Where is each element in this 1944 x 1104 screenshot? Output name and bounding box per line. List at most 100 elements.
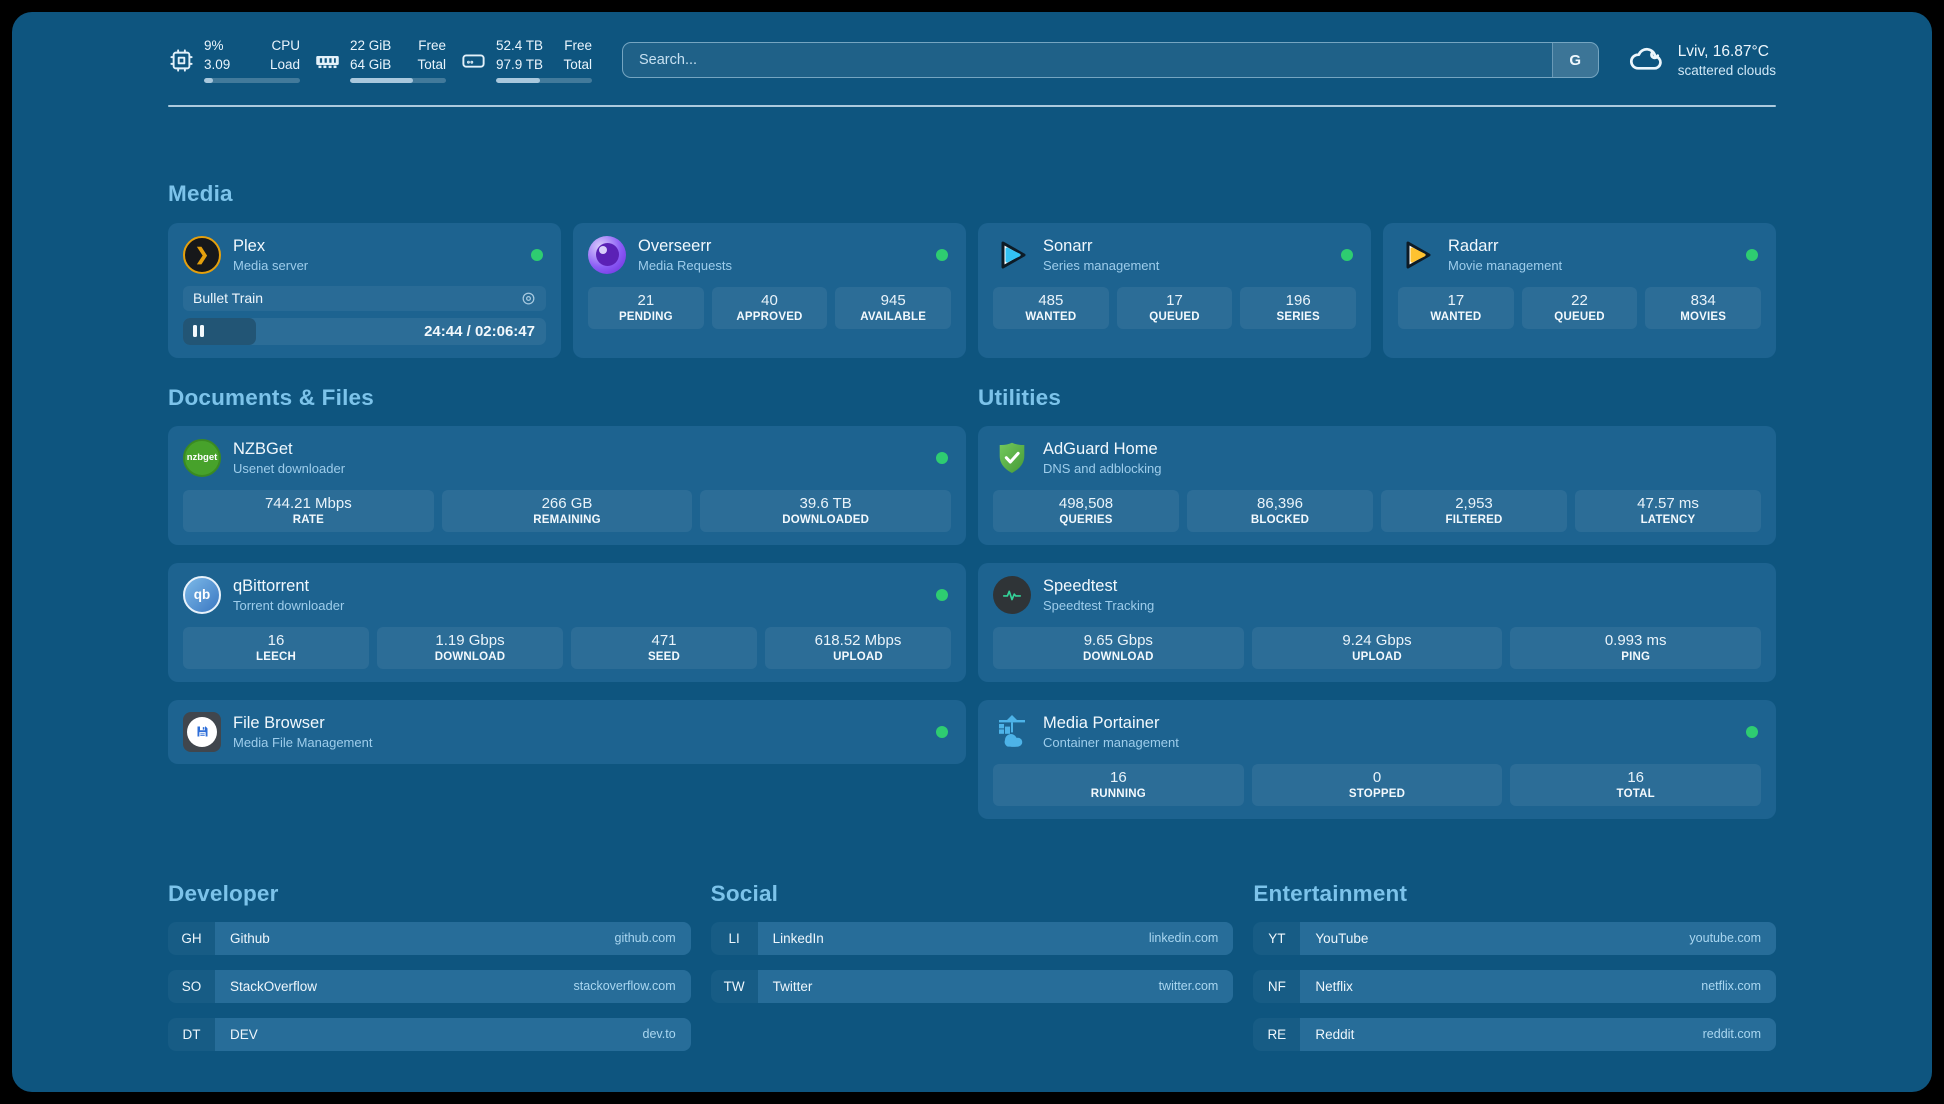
- cpu-progress-fill: [204, 77, 213, 83]
- bookmark-domain: twitter.com: [1158, 979, 1219, 994]
- ram-label-1: Free: [418, 38, 446, 53]
- stat-box: 0.993 ms PING: [1510, 626, 1762, 669]
- stat-box: 16 TOTAL: [1510, 763, 1762, 806]
- bookmark-group-developer: Developer GH Github github.com SO StackOv…: [168, 881, 691, 1051]
- stat-box: 2,953 FILTERED: [1381, 489, 1567, 532]
- service-description: Media server: [233, 257, 309, 273]
- service-description: Container management: [1043, 734, 1179, 750]
- overseerr-card[interactable]: Overseerr Media Requests 21 PENDING 40 APP…: [573, 222, 966, 358]
- section-title-entertainment: Entertainment: [1253, 880, 1408, 906]
- cpu-label-2: Load: [269, 56, 300, 72]
- ram-progress-fill: [350, 77, 414, 83]
- search-provider-button[interactable]: G: [1551, 43, 1598, 78]
- bookmark-group-social: Social LI LinkedIn linkedin.com TW Twitte…: [710, 880, 1234, 1051]
- topbar-divider: [168, 104, 1776, 107]
- ram-free: 22 GiB: [350, 38, 392, 53]
- bookmark-name: LinkedIn: [772, 930, 824, 946]
- stat-box: 744.21 Mbps RATE: [183, 489, 434, 532]
- qbittorrent-card[interactable]: qb qBittorrent Torrent downloader 16 LEEC…: [168, 562, 966, 682]
- bookmark-domain: reddit.com: [1702, 1027, 1761, 1042]
- bookmark-name: YouTube: [1315, 930, 1369, 946]
- disk-icon: [460, 47, 487, 74]
- filebrowser-card[interactable]: File Browser Media File Management: [168, 699, 966, 764]
- weather-widget: Lviv, 16.87°C scattered clouds: [1627, 39, 1776, 82]
- service-description: Torrent downloader: [233, 597, 345, 613]
- bookmark-youtube[interactable]: YT YouTube youtube.com: [1253, 921, 1776, 955]
- sonarr-card[interactable]: Sonarr Series management 485 WANTED 17 QUE…: [978, 222, 1371, 358]
- status-dot: [936, 451, 948, 464]
- speedtest-card[interactable]: Speedtest Speedtest Tracking 9.65 Gbps DO…: [978, 562, 1776, 682]
- nzbget-card[interactable]: nzbget NZBGet Usenet downloader 744.21 M…: [168, 425, 966, 545]
- playback-progress: 24:44 / 02:06:47: [183, 317, 546, 345]
- service-name: AdGuard Home: [1043, 439, 1158, 458]
- section-title-utilities: Utilities: [978, 384, 1062, 410]
- portainer-card[interactable]: Media Portainer Container management 16 R…: [978, 699, 1776, 819]
- stat-box: 834 MOVIES: [1645, 286, 1762, 329]
- search-input[interactable]: [623, 43, 1552, 78]
- bookmark-group-entertainment: Entertainment YT YouTube youtube.com NF N…: [1253, 881, 1776, 1051]
- disk-label-2: Total: [563, 56, 592, 72]
- service-name: Overseerr: [638, 236, 712, 255]
- bookmark-abbr: RE: [1253, 1017, 1301, 1051]
- bookmark-abbr: YT: [1253, 921, 1301, 955]
- service-description: Media Requests: [638, 257, 732, 273]
- disk-progress-bar: [496, 77, 592, 83]
- stat-box: 17 WANTED: [1398, 286, 1514, 329]
- bookmark-name: Netflix: [1315, 978, 1353, 994]
- stat-box: 39.6 TB DOWNLOADED: [700, 489, 952, 532]
- ram-total: 64 GiB: [350, 56, 392, 72]
- ram-icon: [314, 47, 341, 74]
- adguard-card[interactable]: AdGuard Home DNS and adblocking 498,508 Q…: [978, 425, 1776, 545]
- disk-free: 52.4 TB: [496, 38, 544, 53]
- service-name: Sonarr: [1043, 236, 1093, 255]
- bookmark-domain: netflix.com: [1701, 979, 1761, 994]
- stat-box: 498,508 QUERIES: [993, 489, 1179, 532]
- bookmark-domain: dev.to: [642, 1027, 676, 1042]
- status-dot: [936, 725, 948, 738]
- section-utilities: Utilities AdGuard Home DNS and adblockin…: [978, 385, 1776, 819]
- pause-icon: [193, 325, 204, 338]
- bookmark-twitter[interactable]: TW Twitter twitter.com: [710, 969, 1234, 1003]
- ram-label-2: Total: [417, 56, 446, 72]
- section-title-social: Social: [710, 880, 779, 906]
- service-description: DNS and adblocking: [1043, 460, 1162, 476]
- stat-box: 485 WANTED: [993, 286, 1109, 329]
- stat-box: 86,396 BLOCKED: [1187, 489, 1373, 532]
- overseerr-icon: [588, 235, 626, 274]
- service-name: File Browser: [233, 713, 325, 732]
- stat-box: 9.65 Gbps DOWNLOAD: [993, 626, 1244, 669]
- bookmark-reddit[interactable]: RE Reddit reddit.com: [1253, 1017, 1776, 1051]
- stat-box: 16 RUNNING: [993, 763, 1244, 806]
- portainer-icon: [993, 713, 1031, 751]
- bookmark-dev[interactable]: DT DEV dev.to: [168, 1017, 691, 1051]
- stat-box: 9.24 Gbps UPLOAD: [1251, 626, 1503, 669]
- bookmark-netflix[interactable]: NF Netflix netflix.com: [1253, 969, 1776, 1003]
- now-playing-row: Bullet Train: [183, 285, 546, 311]
- stat-box: 618.52 Mbps UPLOAD: [765, 626, 951, 669]
- service-name: Speedtest: [1043, 576, 1118, 595]
- stat-box: 17 QUEUED: [1116, 286, 1233, 329]
- weather-location-temp: Lviv, 16.87°C: [1677, 42, 1769, 60]
- resource-widgets: 9% 3.09 CPU Load: [168, 38, 592, 83]
- radarr-icon: [1398, 236, 1436, 274]
- section-documents: Documents & Files nzbget NZBGet Usenet d…: [168, 385, 966, 764]
- stat-box: 22 QUEUED: [1521, 286, 1638, 329]
- cpu-icon: [168, 47, 195, 74]
- bookmark-name: DEV: [230, 1026, 258, 1042]
- disk-progress-fill: [496, 77, 541, 83]
- stat-box: 196 SERIES: [1240, 286, 1357, 329]
- plex-card[interactable]: ❯ Plex Media server Bullet Train: [168, 222, 561, 358]
- bookmark-abbr: DT: [168, 1017, 215, 1051]
- filebrowser-icon: [183, 711, 221, 752]
- bookmark-stackoverflow[interactable]: SO StackOverflow stackoverflow.com: [168, 969, 691, 1003]
- stat-box: 21 PENDING: [588, 286, 704, 329]
- service-name: qBittorrent: [233, 576, 310, 595]
- topbar: 9% 3.09 CPU Load: [168, 38, 1776, 83]
- status-dot: [1341, 248, 1353, 261]
- bookmark-domain: github.com: [614, 931, 676, 946]
- section-title-documents: Documents & Files: [168, 384, 374, 410]
- bookmark-github[interactable]: GH Github github.com: [168, 921, 691, 955]
- bookmark-linkedin[interactable]: LI LinkedIn linkedin.com: [710, 921, 1234, 955]
- radarr-card[interactable]: Radarr Movie management 17 WANTED 22 QUEUE…: [1383, 222, 1776, 358]
- stat-box: 0 STOPPED: [1251, 763, 1503, 806]
